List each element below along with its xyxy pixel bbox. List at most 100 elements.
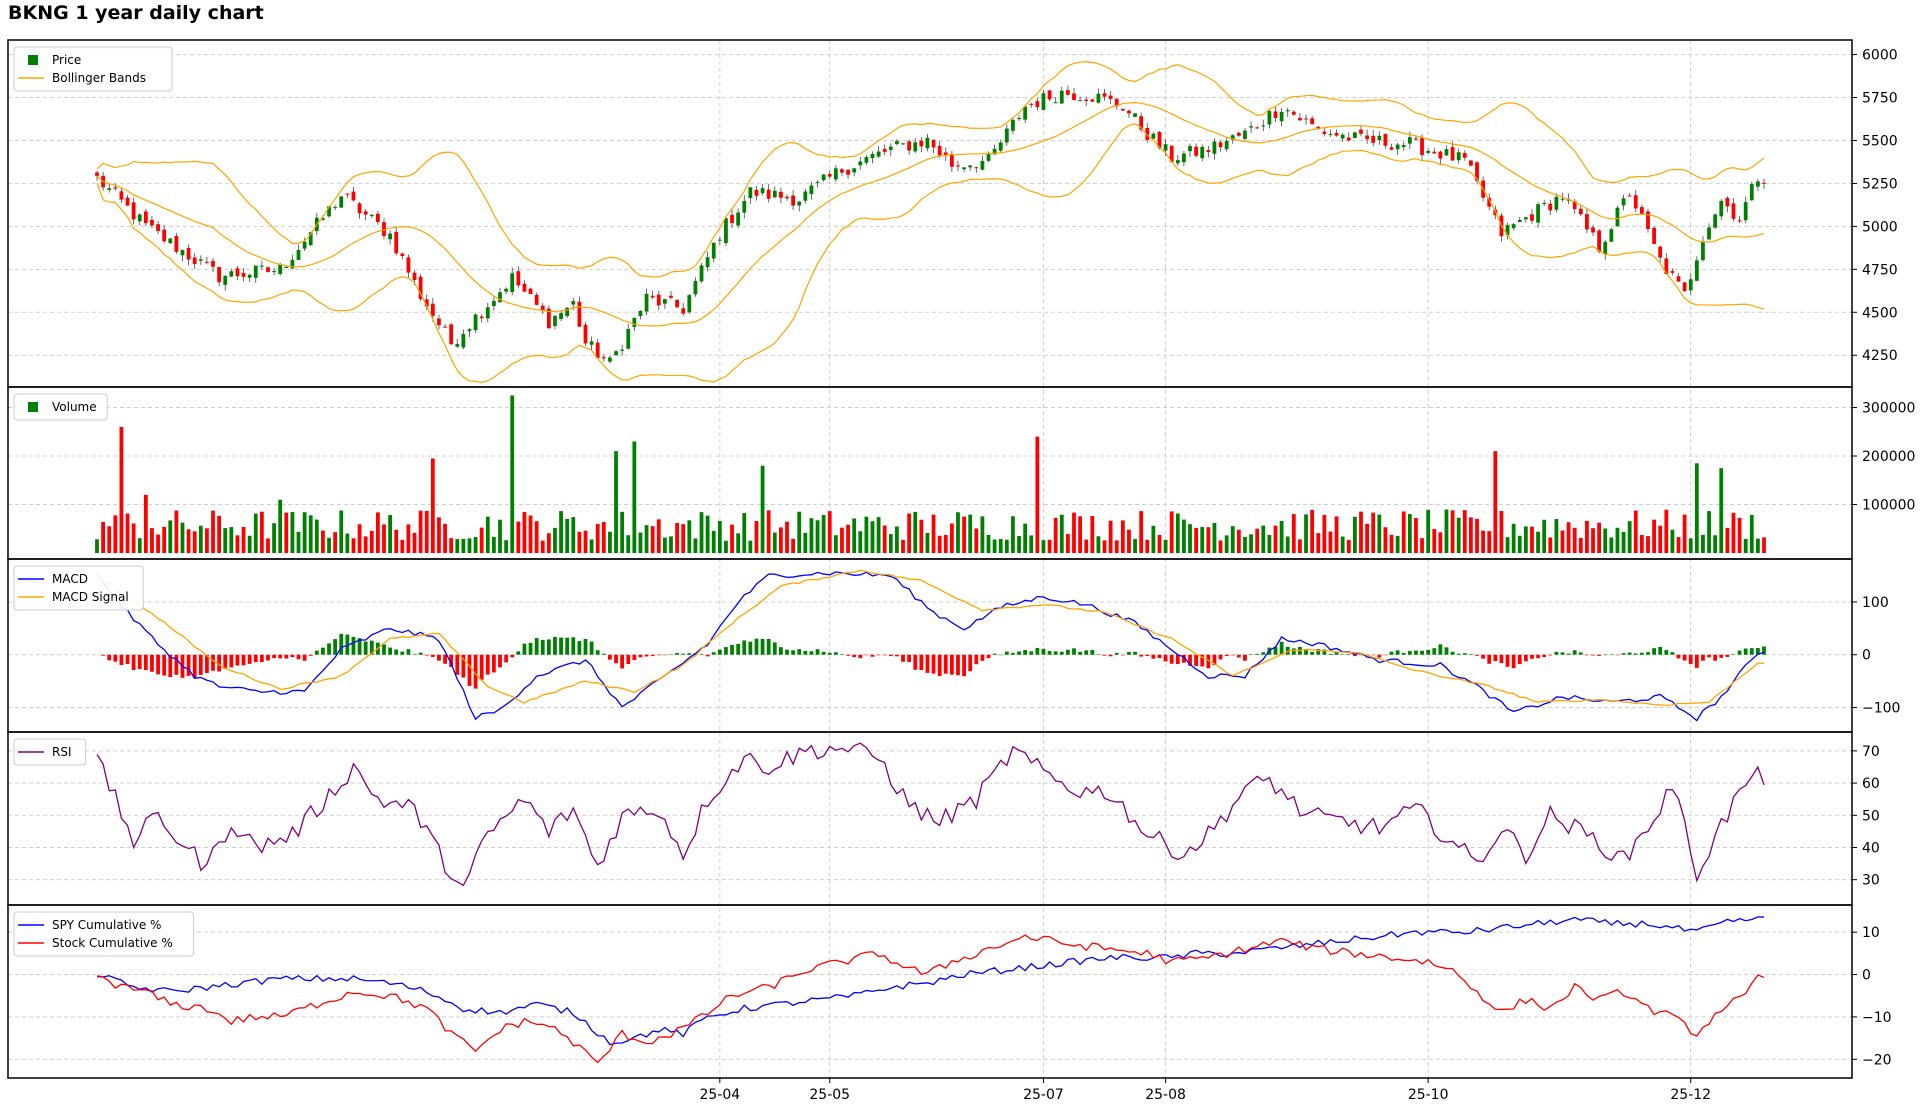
macd-histogram-bar [1688, 654, 1693, 664]
candle-body [186, 247, 191, 260]
candle-body [779, 191, 783, 198]
macd-histogram-bar [1078, 651, 1082, 655]
volume-bar [351, 538, 356, 553]
macd-histogram-bar [632, 654, 637, 661]
macd-histogram-bar [1438, 644, 1443, 655]
volume-bar [1713, 535, 1718, 553]
macd-histogram-bar [1255, 653, 1260, 655]
y-tick-label: 5500 [1862, 133, 1898, 149]
candle-body [1756, 181, 1760, 187]
macd-histogram-bar [1114, 652, 1119, 655]
candle-body [705, 257, 710, 268]
volume-bar [278, 499, 283, 553]
volume-bar [498, 519, 502, 553]
macd-signal-line [96, 569, 1765, 707]
candle-body [553, 315, 557, 326]
macd-histogram-bar [1322, 649, 1327, 655]
macd-histogram-bar [608, 654, 612, 660]
legend-label: SPY Cumulative % [52, 918, 161, 932]
candle-body [1255, 127, 1260, 129]
y-tick-label: 10 [1862, 925, 1880, 941]
macd-histogram-bar [198, 654, 203, 675]
candle-body [394, 231, 399, 254]
macd-histogram-bar [1047, 651, 1052, 655]
macd-histogram-bar [1395, 650, 1400, 655]
macd-histogram-bar [1346, 654, 1351, 655]
candle-body [1371, 135, 1376, 143]
volume-bar [1096, 536, 1101, 553]
macd-histogram-bar [223, 654, 228, 670]
candle-body [388, 233, 392, 240]
volume-bar [681, 524, 686, 553]
macd-histogram-bar [1102, 654, 1107, 656]
candle-body [1194, 146, 1199, 156]
volume-bar [803, 532, 808, 553]
candle-body [174, 236, 179, 252]
candle-body [1267, 111, 1272, 125]
volume-bar [1188, 524, 1192, 553]
candle-body [131, 202, 136, 220]
volume-bar [1487, 531, 1492, 553]
volume-bar [577, 531, 582, 553]
volume-bar [553, 527, 557, 553]
volume-bar [1127, 529, 1131, 553]
candle-body [1218, 142, 1223, 148]
candle-body [1523, 217, 1528, 220]
macd-histogram-bar [1627, 652, 1632, 655]
candle-body [1377, 135, 1382, 141]
candle-body [1658, 246, 1663, 258]
volume-bar [937, 535, 942, 553]
macd-histogram-bar [296, 654, 301, 660]
volume-bar [1224, 535, 1229, 553]
volume-bar [1676, 537, 1681, 553]
candle-body [595, 342, 600, 359]
macd-histogram-bar [1017, 651, 1021, 655]
candle-body [479, 316, 484, 319]
candle-body [321, 218, 325, 220]
candle-body [821, 174, 826, 181]
candle-body [180, 250, 185, 256]
macd-histogram-bar [235, 654, 240, 666]
candle-body [1456, 152, 1461, 161]
volume-bar [1438, 532, 1443, 553]
candle-body [1462, 153, 1467, 158]
y-tick-label: −10 [1862, 1010, 1892, 1026]
volume-bar [1554, 519, 1559, 553]
volume-bar [1206, 527, 1211, 553]
candle-body [1475, 162, 1479, 181]
volume-bar [1017, 535, 1021, 553]
macd-histogram-bar [1200, 654, 1205, 667]
volume-bar [1120, 520, 1125, 553]
candle-body [1041, 93, 1046, 110]
volume-bar [1267, 534, 1272, 553]
volume-bar [1517, 535, 1522, 553]
legend-label: Stock Cumulative % [52, 936, 173, 950]
candle-body [504, 288, 509, 292]
candle-body [1414, 138, 1418, 140]
macd-histogram-bar [1664, 650, 1669, 655]
candle-body [192, 257, 197, 265]
candle-body [1224, 140, 1229, 150]
volume-bar [1291, 514, 1296, 553]
volume-bar [1163, 539, 1168, 553]
macd-histogram-bar [730, 644, 734, 655]
macd-histogram-bar [785, 649, 789, 655]
candle-body [1328, 134, 1333, 136]
volume-bar [1401, 511, 1406, 553]
x-tick-label: 25-04 [699, 1087, 740, 1103]
macd-histogram-bar [1749, 648, 1754, 655]
volume-bar [1542, 519, 1547, 553]
candle-body [198, 259, 203, 261]
candle-body [156, 224, 160, 231]
macd-histogram-bar [1646, 652, 1650, 655]
macd-histogram-bar [1566, 653, 1571, 655]
volume-bar [888, 534, 893, 553]
volume-bar [443, 523, 447, 553]
y-tick-label: 100 [1862, 595, 1889, 611]
macd-histogram-bar [717, 649, 722, 655]
macd-histogram-bar [504, 654, 509, 663]
volume-bar [143, 494, 148, 553]
macd-histogram-bar [1469, 654, 1473, 655]
macd-histogram-bar [1414, 650, 1418, 655]
candle-body [711, 242, 716, 259]
